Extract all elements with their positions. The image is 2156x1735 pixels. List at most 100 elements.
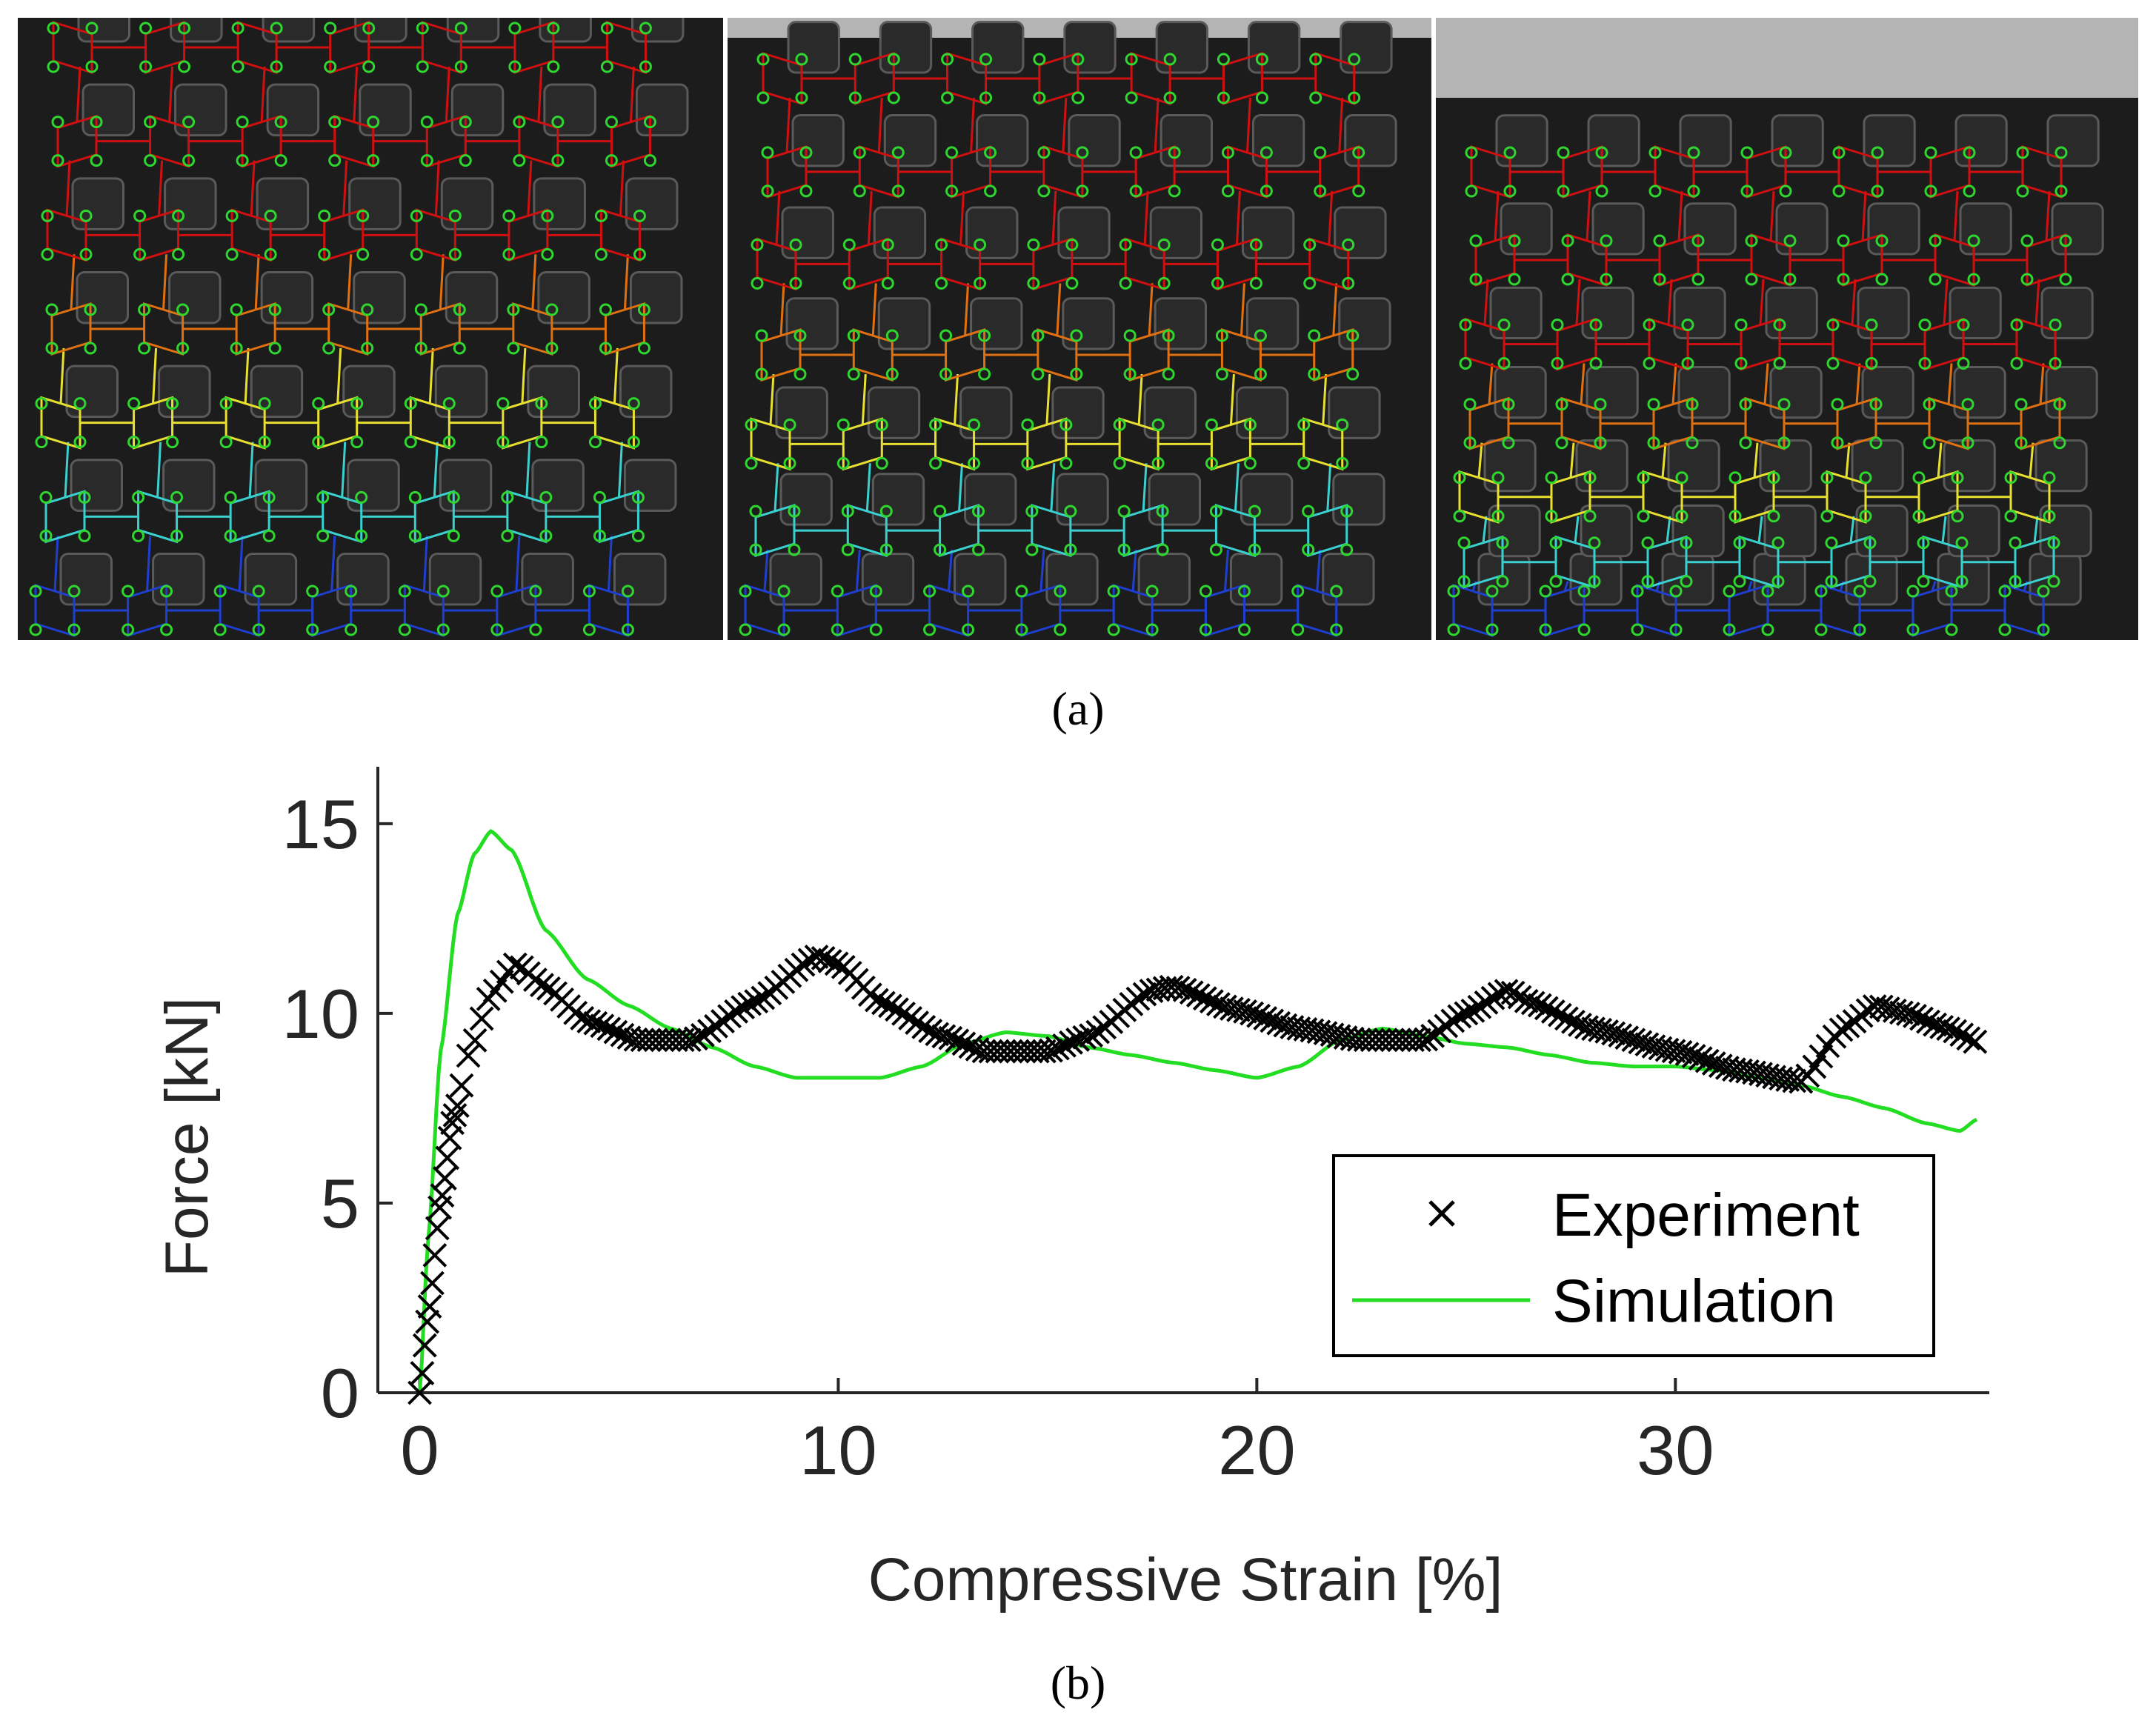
tracking-node xyxy=(934,543,947,556)
tracking-node xyxy=(1291,585,1305,598)
experiment-marker xyxy=(1407,1028,1431,1053)
tracking-node xyxy=(496,397,510,410)
experiment-marker xyxy=(1594,1019,1620,1044)
tracking-node xyxy=(2014,398,2028,411)
tracking-node xyxy=(133,209,147,222)
tracking-node xyxy=(1595,184,1608,198)
tracking-node xyxy=(1119,276,1132,290)
lattice-void xyxy=(439,459,493,512)
tracking-node xyxy=(974,276,987,290)
lattice-link xyxy=(1326,463,1332,512)
tracking-node xyxy=(1297,456,1311,470)
tracking-node xyxy=(777,623,791,636)
tracking-node xyxy=(1497,357,1511,370)
tracking-node xyxy=(1588,575,1601,588)
tracking-node xyxy=(410,247,423,261)
tracking-node xyxy=(1497,319,1511,332)
tracking-node xyxy=(459,116,472,129)
tracking-node xyxy=(600,21,613,35)
tracking-node xyxy=(1740,146,1754,159)
experiment-marker xyxy=(1467,994,1492,1019)
lattice-link xyxy=(954,373,959,425)
tracking-node xyxy=(398,623,411,636)
tracking-node xyxy=(627,397,640,410)
tracking-node xyxy=(755,329,768,342)
tracking-node xyxy=(755,367,768,381)
lattice-void xyxy=(1771,114,1824,167)
platen xyxy=(1436,18,2138,98)
tracking-node xyxy=(1643,319,1656,332)
tracking-node xyxy=(879,504,893,518)
lattice-link xyxy=(959,190,965,245)
tracking-node xyxy=(1199,585,1212,598)
tracking-node xyxy=(490,623,504,636)
experiment-marker xyxy=(502,952,528,977)
tracking-node xyxy=(410,209,423,222)
tracking-node xyxy=(262,529,276,542)
lattice-void xyxy=(1251,114,1305,167)
tracking-node xyxy=(448,247,462,261)
tracking-node xyxy=(1551,319,1564,332)
lattice-link xyxy=(1039,549,1045,592)
tracking-node xyxy=(1539,623,1552,636)
y-tick-label: 15 xyxy=(282,785,359,863)
tracking-node xyxy=(2049,319,2062,332)
experiment-marker xyxy=(1039,1038,1063,1063)
experiment-marker xyxy=(1414,1027,1439,1052)
experiment-marker xyxy=(1674,1042,1700,1067)
experiment-marker xyxy=(744,989,769,1014)
lattice-void xyxy=(1673,286,1726,340)
experiment-marker xyxy=(1199,989,1224,1014)
tracking-node xyxy=(1485,585,1499,598)
tracking-node xyxy=(1249,276,1262,290)
lattice-link xyxy=(1045,373,1051,425)
tracking-node xyxy=(1739,436,1752,450)
experiment-marker xyxy=(1903,1003,1927,1028)
lattice-link xyxy=(1328,190,1334,245)
legend-simulation-label: Simulation xyxy=(1552,1268,1836,1335)
lattice-void xyxy=(533,177,586,230)
lattice-link xyxy=(1322,373,1328,425)
tracking-node xyxy=(1779,184,1792,198)
tracking-node xyxy=(170,529,184,542)
experiment-marker xyxy=(1694,1048,1720,1073)
tracking-node xyxy=(1199,623,1212,636)
lattice-link xyxy=(152,347,158,404)
lattice-void xyxy=(164,177,217,230)
experiment-marker xyxy=(1688,1046,1713,1071)
lattice-link xyxy=(867,190,873,245)
tracking-node xyxy=(1555,398,1568,411)
tracking-node xyxy=(1237,623,1251,636)
tracking-node xyxy=(1308,329,1321,342)
tracking-node xyxy=(1820,510,1834,523)
tracking-node xyxy=(879,543,893,556)
lattice-void xyxy=(2039,504,2092,558)
lattice-link xyxy=(970,97,976,153)
lattice-link xyxy=(1845,442,1851,478)
experiment-marker xyxy=(1701,1051,1726,1076)
tracking-node xyxy=(172,247,185,261)
lattice-void xyxy=(1235,386,1289,439)
tracking-node xyxy=(1346,367,1360,381)
tracking-node xyxy=(1869,436,1883,450)
lattice-void xyxy=(1056,473,1109,526)
tracking-node xyxy=(1503,184,1517,198)
experiment-marker xyxy=(1855,998,1880,1023)
tracking-node xyxy=(789,238,802,251)
tracking-node xyxy=(2059,273,2072,286)
lattice-link xyxy=(1477,442,1483,478)
tracking-node xyxy=(1297,418,1311,431)
tracking-node xyxy=(593,490,606,504)
tracking-node xyxy=(1211,276,1224,290)
tracking-node xyxy=(1064,543,1077,556)
lattice-void xyxy=(1245,297,1300,350)
tracking-node xyxy=(637,303,651,316)
tracking-node xyxy=(448,209,462,222)
tracking-node xyxy=(847,329,860,342)
tracking-node xyxy=(1917,575,1930,588)
tracking-node xyxy=(962,623,975,636)
lattice-void xyxy=(521,552,574,606)
lattice-link xyxy=(1666,516,1671,543)
tracking-node xyxy=(935,238,948,251)
tracking-node xyxy=(795,91,808,104)
